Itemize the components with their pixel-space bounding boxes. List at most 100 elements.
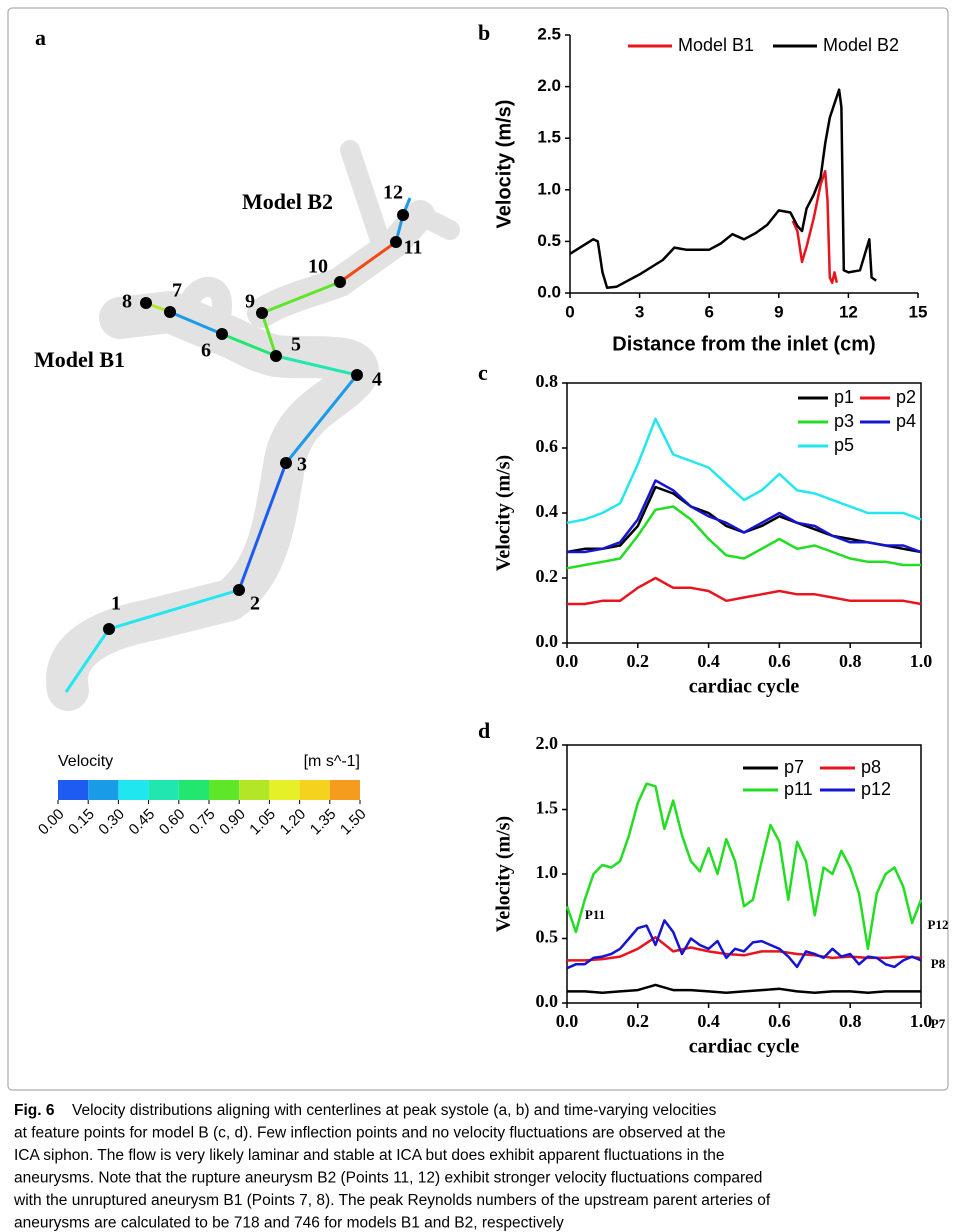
colorbar-tick-label: 0.15	[65, 806, 98, 839]
caption-label: Fig. 6	[14, 1102, 55, 1119]
x-tick-label: 0.4	[697, 1011, 720, 1031]
x-tick-label: 15	[909, 302, 928, 321]
y-axis-title: Velocity (m/s)	[493, 100, 515, 229]
y-tick-label: 0.0	[536, 631, 559, 651]
point-label: 9	[245, 291, 255, 313]
model-label: Model B1	[34, 347, 125, 372]
charts: b 0 3 6 9 12 15 0.0 0.5 1.0 1.5 2.0 2.5 Velocity (m/s…	[478, 20, 948, 1058]
centerline	[64, 628, 111, 693]
panel-label: a	[35, 25, 46, 50]
chart: d 0.0 0.2 0.4 0.6 0.8 1.0 0.0 0.5 1.0 1.5 2.0 Veloci…	[478, 718, 948, 1058]
colorbar-tick-label: 1.50	[337, 806, 370, 839]
legend-label: p7	[784, 757, 804, 777]
point-label: 2	[250, 593, 260, 615]
point-label: 6	[201, 340, 211, 362]
caption-line: Velocity distributions aligning with cen…	[72, 1102, 717, 1119]
legend-label: Model B2	[823, 35, 899, 55]
point-label: 8	[122, 291, 132, 313]
y-axis-title: Velocity (m/s)	[493, 816, 515, 932]
centerline	[221, 332, 277, 358]
x-tick-label: 3	[635, 302, 644, 321]
data-line	[565, 782, 923, 951]
panel-label: b	[478, 20, 490, 45]
annotation: P8	[931, 956, 946, 971]
x-tick-label: 9	[774, 302, 783, 321]
legend-label: p12	[861, 779, 891, 799]
data-line	[566, 417, 922, 525]
centerline	[339, 240, 397, 284]
colorbar-unit: [m s^-1]	[304, 753, 360, 770]
y-tick-label: 0.5	[536, 927, 559, 947]
colorbar-segment	[299, 780, 330, 800]
x-tick-label: 0.0	[556, 1011, 579, 1031]
caption-line: ICA siphon. The flow is very likely lami…	[14, 1147, 725, 1164]
feature-point	[397, 209, 409, 221]
y-tick-label: 1.5	[537, 128, 561, 147]
caption-line: aneurysms. Note that the rupture aneurys…	[14, 1170, 762, 1187]
colorbar-segment	[209, 780, 240, 800]
feature-point	[233, 584, 245, 596]
feature-point	[164, 306, 176, 318]
legend-label: p11	[784, 779, 813, 799]
point-label: 3	[297, 454, 307, 476]
colorbar-tick-label: 1.20	[277, 806, 310, 839]
feature-point	[103, 623, 115, 635]
x-tick-label: 0.8	[839, 1011, 862, 1031]
x-axis-title: Distance from the inlet (cm)	[612, 333, 875, 355]
colorbar-segment	[178, 780, 209, 800]
figure-border	[7, 7, 949, 1091]
centerline	[169, 310, 223, 336]
x-tick-label: 0.8	[839, 651, 862, 671]
colorbar-segment	[148, 780, 179, 800]
y-axis-title: Velocity (m/s)	[493, 455, 515, 571]
legend-label: p8	[861, 757, 881, 777]
feature-point	[256, 307, 268, 319]
colorbar-tick-label: 0.90	[216, 806, 249, 839]
feature-point	[140, 297, 152, 309]
caption-line: with the unruptured aneurysm B1 (Points …	[13, 1192, 771, 1209]
colorbar-segment	[239, 780, 270, 800]
centerline	[275, 354, 358, 377]
feature-point	[351, 369, 363, 381]
panel-label: c	[478, 360, 488, 385]
feature-point	[270, 350, 282, 362]
x-tick-label: 0.2	[627, 651, 650, 671]
colorbar-tick-label: 0.75	[186, 806, 219, 839]
point-label: 1	[111, 593, 121, 615]
colorbar-tick-label: 0.00	[35, 806, 68, 839]
model-label: Model B2	[242, 189, 333, 214]
feature-point	[390, 236, 402, 248]
legend-label: p2	[896, 387, 916, 407]
data-line	[791, 169, 839, 284]
point-label: 7	[172, 280, 182, 302]
legend-label: Model B1	[678, 35, 754, 55]
data-line	[566, 505, 921, 570]
panel-label: d	[478, 718, 490, 743]
y-tick-label: 0.0	[536, 991, 559, 1011]
y-tick-label: 0.4	[536, 501, 559, 521]
y-tick-label: 1.0	[537, 179, 561, 198]
y-tick-label: 2.5	[537, 24, 561, 43]
feature-point	[280, 457, 292, 469]
centerline	[261, 280, 341, 315]
legend-label: p3	[834, 411, 854, 431]
annotation: P11	[585, 907, 605, 922]
caption-line: at feature points for model B (c, d). Fe…	[14, 1125, 726, 1142]
x-tick-label: 0.0	[556, 651, 579, 671]
centerline	[237, 462, 288, 591]
feature-point	[334, 276, 346, 288]
y-tick-label: 0.8	[536, 371, 559, 391]
y-tick-label: 0.2	[536, 566, 559, 586]
point-label: 10	[308, 256, 328, 278]
data-line	[566, 919, 922, 970]
caption: Fig. 6 Velocity distributions aligning wi…	[13, 1102, 771, 1232]
point-label: 12	[383, 182, 403, 204]
y-tick-label: 0.6	[536, 436, 559, 456]
data-line	[567, 935, 922, 962]
point-label: 5	[291, 334, 301, 356]
centerline	[108, 588, 240, 631]
x-tick-label: 1.0	[910, 651, 933, 671]
